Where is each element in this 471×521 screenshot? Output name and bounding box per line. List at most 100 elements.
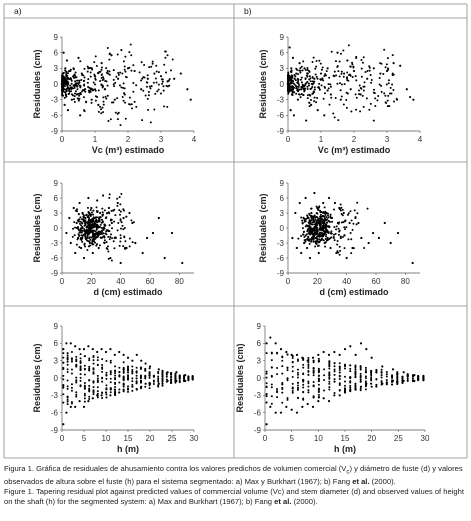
- chart-a-2-density-dot-394: [130, 219, 133, 222]
- chart-a-2-ytick-label-6: -9: [51, 269, 59, 278]
- chart-b-1-density-dot-310: [345, 99, 348, 102]
- chart-a-1-point-31: [140, 88, 143, 91]
- chart-a-2-density-dot-284: [85, 238, 88, 241]
- chart-a-3-density-dot-175: [66, 370, 69, 373]
- chart-a-1-density-dot-394: [64, 80, 67, 83]
- chart-a-1-density-dot-363: [83, 84, 86, 87]
- chart-b-1-point-22: [336, 51, 339, 54]
- chart-b-1-density-dot-279: [319, 62, 322, 65]
- chart-a-1-point-30: [133, 69, 136, 73]
- chart-a-3-density-dot-122: [165, 371, 168, 374]
- chart-a-3-density-dot-93: [66, 398, 69, 401]
- chart-a-3-density-dot-386: [62, 401, 65, 404]
- chart-a-2-density-dot-221: [78, 234, 81, 237]
- chart-a-3-density-dot-196: [165, 380, 168, 383]
- chart-a-3-density-dot-409: [135, 381, 138, 384]
- chart-a-1-density-dot-98: [72, 98, 75, 101]
- chart-b-2-point-26: [333, 201, 337, 205]
- chart-b-2-density-dot-326: [306, 237, 309, 240]
- chart-b-1-density-dot-304: [383, 48, 386, 51]
- chart-b-3-density-dot-280: [302, 398, 305, 401]
- chart-a-1-density-dot-132: [133, 100, 136, 103]
- chart-b-3-density-dot-360: [281, 372, 284, 375]
- chart-a-1-density-dot-47: [104, 95, 107, 98]
- chart-b-2-density-dot-9: [325, 235, 328, 238]
- chart-a-3-point-39: [144, 382, 147, 385]
- chart-b-2-density-dot-361: [307, 216, 310, 219]
- chart-a-2-density-dot-27: [119, 237, 122, 240]
- chart-b-1-density-dot-218: [365, 97, 368, 100]
- chart-b-2-density-dot-380: [308, 225, 311, 228]
- chart-b-3-density-dot-366: [396, 382, 399, 385]
- chart-b-1-density-dot-170: [307, 84, 310, 87]
- chart-b-1-density-dot-210: [378, 83, 381, 86]
- chart-a-3-density-dot-168: [139, 386, 142, 389]
- chart-a-1-density-dot-411: [74, 76, 77, 79]
- chart-a-1-density-dot-325: [154, 77, 157, 80]
- chart-a-3-density-dot-287: [88, 369, 91, 372]
- chart-a-1-density-dot-331: [104, 88, 107, 91]
- chart-a-3-density-dot-267: [79, 379, 82, 382]
- chart-a-3-density-dot-123: [105, 384, 108, 387]
- chart-b-3-density-dot-242: [359, 387, 362, 390]
- chart-b-1-point-0: [288, 46, 291, 49]
- chart-b-1-density-dot-156: [333, 70, 336, 73]
- chart-a-1-density-dot-379: [70, 82, 73, 85]
- chart-b-3-ytick-label-5: -6: [254, 408, 262, 417]
- chart-a-2-density-dot-387: [101, 213, 104, 216]
- chart-a-2-density-dot-326: [120, 193, 123, 196]
- chart-a-1-density-dot-320: [94, 95, 97, 98]
- chart-a-3-density-dot-358: [139, 379, 142, 382]
- chart-a-1-density-dot-190: [80, 79, 83, 82]
- chart-b-3-density-dot-347: [349, 376, 352, 379]
- chart-a-2-density-dot-108: [109, 218, 112, 221]
- chart-b-1-density-dot-74: [336, 82, 339, 85]
- chart-a-1-density-dot-107: [124, 75, 127, 78]
- chart-b-2-density-dot-281: [329, 237, 332, 240]
- chart-a-2-density-dot-273: [106, 248, 109, 251]
- chart-a-3-density-dot-289: [83, 397, 86, 400]
- chart-a-2-point-11: [84, 216, 87, 220]
- chart-a-3-density-dot-121: [75, 391, 78, 394]
- chart-b-1-ytick-label-4: -3: [277, 95, 285, 104]
- chart-a-1-density-dot-262: [74, 92, 77, 95]
- chart-a-1-density-dot-370: [76, 82, 79, 85]
- chart-a-1-ytick-label-5: -6: [51, 111, 59, 120]
- chart-a-3-point-18: [100, 348, 103, 351]
- chart-a-1-density-dot-400: [94, 89, 97, 92]
- chart-b-1-density-dot-91: [387, 82, 390, 85]
- chart-a-1-density-dot-25: [87, 78, 90, 81]
- chart-b-2-density-dot-186: [329, 213, 332, 216]
- chart-a-1-point-15: [80, 72, 83, 75]
- chart-a-3-density-dot-231: [79, 353, 82, 356]
- chart-b-3-density-dot-362: [296, 396, 299, 399]
- chart-b-2-ytick-label-5: -6: [277, 254, 285, 263]
- chart-b-1-density-dot-390: [317, 86, 320, 89]
- chart-b-2-ytick-label-2: 3: [280, 209, 285, 218]
- chart-b-3-density-dot-123: [364, 375, 367, 378]
- chart-b-3-density-dot-395: [333, 380, 336, 383]
- chart-a-1-density-dot-259: [75, 82, 78, 85]
- chart-a-2-density-dot-352: [123, 236, 126, 239]
- chart-a-3-density-dot-305: [174, 376, 177, 379]
- chart-a-2-density-dot-396: [96, 234, 99, 237]
- chart-b-2-density-dot-200: [307, 235, 310, 238]
- chart-b-2-density-dot-286: [308, 242, 311, 245]
- chart-b-3-density-dot-354: [364, 384, 367, 387]
- chart-b-3-density-dot-118: [307, 389, 310, 392]
- chart-a-1-density-dot-141: [106, 94, 109, 97]
- chart-a-1-density-dot-291: [63, 76, 66, 79]
- chart-a-3-density-dot-148: [92, 372, 95, 375]
- chart-a-3-density-dot-197: [96, 359, 99, 362]
- chart-b-1-point-7: [295, 72, 298, 75]
- chart-a-1-density-dot-155: [167, 79, 170, 82]
- chart-b-3-density-dot-415: [396, 372, 399, 375]
- chart-b-1-density-dot-378: [316, 77, 319, 80]
- chart-a-1-density-dot-94: [102, 111, 105, 114]
- chart-a-1-density-dot-341: [123, 68, 126, 71]
- chart-a-3-density-dot-24: [101, 366, 104, 369]
- chart-b-1-density-dot-93: [342, 75, 345, 78]
- chart-a-3-density-dot-6: [148, 387, 151, 390]
- chart-a-3-density-dot-323: [178, 380, 181, 383]
